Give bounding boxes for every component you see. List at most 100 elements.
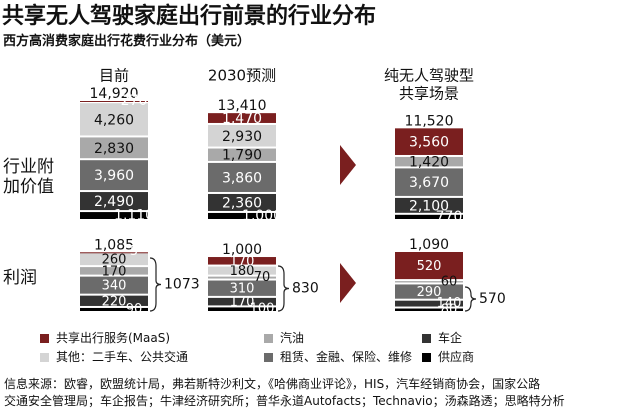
bar-segment — [208, 124, 276, 147]
segment-label: 3,860 — [222, 170, 262, 186]
legend-swatch — [264, 334, 273, 343]
arrow-icon — [340, 145, 356, 185]
segment-label: 4,260 — [94, 112, 134, 128]
bar-segment — [208, 162, 276, 192]
category-label: 目前 — [99, 67, 129, 85]
legend-item-oem: 车企 — [422, 329, 462, 346]
bar-segment — [395, 300, 463, 307]
segment-label: 170 — [102, 264, 127, 279]
legend-swatch — [422, 353, 431, 362]
total-label: 11,520 — [405, 113, 454, 129]
bar-segment — [80, 307, 148, 311]
bar-segment — [395, 197, 463, 213]
legend-label: 汽油 — [280, 331, 305, 345]
bar-segment — [395, 281, 463, 283]
segment-label: 290 — [417, 285, 442, 300]
legend-item-other: 其他：二手车、公共交通 — [40, 348, 188, 365]
segment-label: 170 — [230, 295, 255, 310]
bar-segment — [208, 297, 276, 306]
bar-segment — [80, 295, 148, 306]
total-label: 1,090 — [409, 237, 449, 253]
bar-segment — [80, 276, 148, 294]
segment-label: 60 — [441, 274, 458, 289]
bar-segment — [395, 252, 463, 280]
segment-label: 2,360 — [222, 195, 262, 211]
segment-label: 2,490 — [94, 194, 134, 210]
bar-segment — [208, 266, 276, 275]
segment-label: 520 — [417, 259, 442, 274]
bar-segment — [395, 308, 463, 311]
segment-label: 170 — [230, 254, 255, 269]
segment-label: 140 — [437, 296, 462, 311]
legend-swatch — [40, 334, 49, 343]
total-label: 14,920 — [90, 86, 139, 102]
segment-label: 2,100 — [409, 198, 449, 214]
legend-label: 共享出行服务(MaaS) — [56, 331, 171, 345]
legend-item-leasing: 租赁、金融、保险、维修 — [264, 348, 412, 365]
bar-segment — [80, 192, 148, 211]
segment-label: 3,670 — [409, 175, 449, 191]
bracket-label: 830 — [292, 281, 319, 297]
segment-label: 70 — [254, 270, 271, 285]
bar-segment — [208, 276, 276, 279]
bar-segment — [80, 101, 148, 102]
bar-segment — [208, 193, 276, 211]
source-line: 交通安全管理局；车企报告；牛津经济研究所；普华永道Autofacts；Techn… — [4, 394, 565, 408]
total-label: 1,000 — [222, 242, 262, 258]
segment-label: 100 — [250, 302, 275, 317]
bar-segment — [208, 113, 276, 123]
segment-label: 1,420 — [409, 155, 449, 171]
bar-segment — [208, 148, 276, 161]
segment-label: 770 — [436, 209, 463, 225]
legend-item-supplier: 供应商 — [422, 348, 474, 365]
row-label-line: 利润 — [3, 268, 37, 288]
bar-segment — [395, 128, 463, 155]
legend-swatch — [40, 353, 49, 362]
bar-segment — [395, 284, 463, 299]
bar-segment — [80, 103, 148, 136]
bar-segment — [395, 168, 463, 196]
bar-segment — [80, 137, 148, 159]
bracket — [149, 257, 162, 312]
bar-segment — [80, 267, 148, 275]
bar-segment — [80, 160, 148, 191]
bar-segment — [395, 214, 463, 219]
bracket-label: 570 — [479, 291, 506, 307]
segment-label: 260 — [102, 252, 127, 267]
bar-segment — [80, 212, 148, 219]
legend-label: 租赁、金融、保险、维修 — [280, 350, 413, 364]
arrow-icon — [340, 263, 356, 303]
row-label-value-added: 行业附 加价值 — [3, 157, 54, 197]
legend-swatch — [422, 334, 431, 343]
legend: 共享出行服务(MaaS) 汽油 车企 其他：二手车、公共交通 租赁、金融、保险、… — [40, 329, 640, 371]
bar-segment — [80, 252, 148, 254]
bar-segment — [395, 156, 463, 167]
chart-title: 共享无人驾驶家庭出行前景的行业分布 — [2, 4, 377, 29]
bracket-label: 1073 — [164, 277, 200, 293]
segment-label: 80 — [441, 302, 458, 317]
chart-subtitle: 西方高消费家庭出行花费行业分布（美元） — [3, 34, 251, 49]
segment-label: 1,470 — [222, 111, 262, 127]
bar-segment — [208, 280, 276, 296]
bracket — [464, 286, 477, 312]
segment-label: 270 — [121, 93, 148, 109]
segment-label: 2,930 — [222, 129, 262, 145]
total-label: 13,410 — [218, 98, 267, 114]
segment-label: 1,110 — [114, 208, 154, 224]
legend-label: 车企 — [438, 331, 463, 345]
segment-label: 90 — [126, 302, 143, 317]
category-label: 共享场景 — [399, 85, 459, 103]
row-label-line: 行业附 — [3, 157, 54, 177]
total-label: 1,085 — [94, 237, 134, 253]
segment-label: 2,830 — [94, 141, 134, 157]
segment-label: 1,000 — [242, 208, 282, 224]
source-note: 信息来源：欧睿，欧盟统计局，弗若斯特沙利文，《哈佛商业评论》，HIS，汽车经销商… — [4, 376, 638, 410]
segment-label: 180 — [230, 264, 255, 279]
legend-item-maas: 共享出行服务(MaaS) — [40, 329, 170, 346]
row-label-profit: 利润 — [3, 268, 37, 288]
bar-segment — [80, 252, 148, 266]
segment-label: 340 — [102, 279, 127, 294]
legend-item-gasoline: 汽油 — [264, 329, 304, 346]
legend-label: 其他：二手车、公共交通 — [56, 350, 189, 364]
